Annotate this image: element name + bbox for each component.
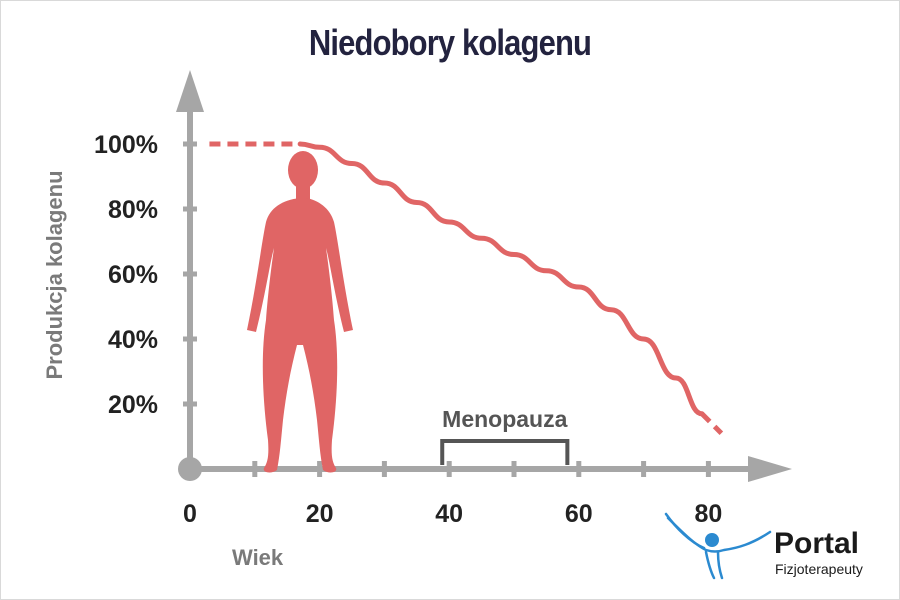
tick-labels: 20% 40% 60% 80% 100% 0 20 40 60 80 xyxy=(94,131,722,528)
x-tick-label: 40 xyxy=(435,500,463,528)
chart-title: Niedobory kolagenu xyxy=(308,22,592,63)
x-tick-label: 20 xyxy=(306,500,334,528)
x-tick-label: 60 xyxy=(565,500,593,528)
y-tick-label: 40% xyxy=(108,326,158,354)
y-axis-label: Produkcja kolagenu xyxy=(42,170,67,379)
x-tick-label: 0 xyxy=(183,500,197,528)
portal-logo: Portal Fizjoterapeuty xyxy=(664,512,863,580)
y-tick-label: 80% xyxy=(108,196,158,224)
menopause-label: Menopauza xyxy=(442,406,567,432)
person-raised-arms-icon xyxy=(664,512,772,580)
x-tick-label: 80 xyxy=(694,500,722,528)
x-axis-label: Wiek xyxy=(232,545,284,570)
menopause-bracket: Menopauza xyxy=(440,406,570,465)
y-tick-label: 60% xyxy=(108,261,158,289)
menopause-bracket-line xyxy=(440,439,570,465)
y-tick-label: 20% xyxy=(108,391,158,419)
logo-subtitle: Fizjoterapeuty xyxy=(775,561,863,577)
series-dashed-segment xyxy=(700,411,724,436)
female-silhouette-icon xyxy=(247,151,353,473)
tick-marks xyxy=(183,141,711,477)
y-axis-arrow xyxy=(176,70,204,112)
series-line xyxy=(209,141,724,436)
series-curve xyxy=(297,141,705,417)
origin-dot xyxy=(178,457,202,481)
axes xyxy=(176,70,792,482)
x-axis-arrow xyxy=(748,456,792,482)
logo-name: Portal xyxy=(774,527,859,560)
y-tick-label: 100% xyxy=(94,131,158,159)
